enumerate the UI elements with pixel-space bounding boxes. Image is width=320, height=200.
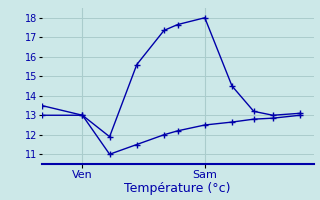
X-axis label: Température (°c): Température (°c) (124, 182, 231, 195)
